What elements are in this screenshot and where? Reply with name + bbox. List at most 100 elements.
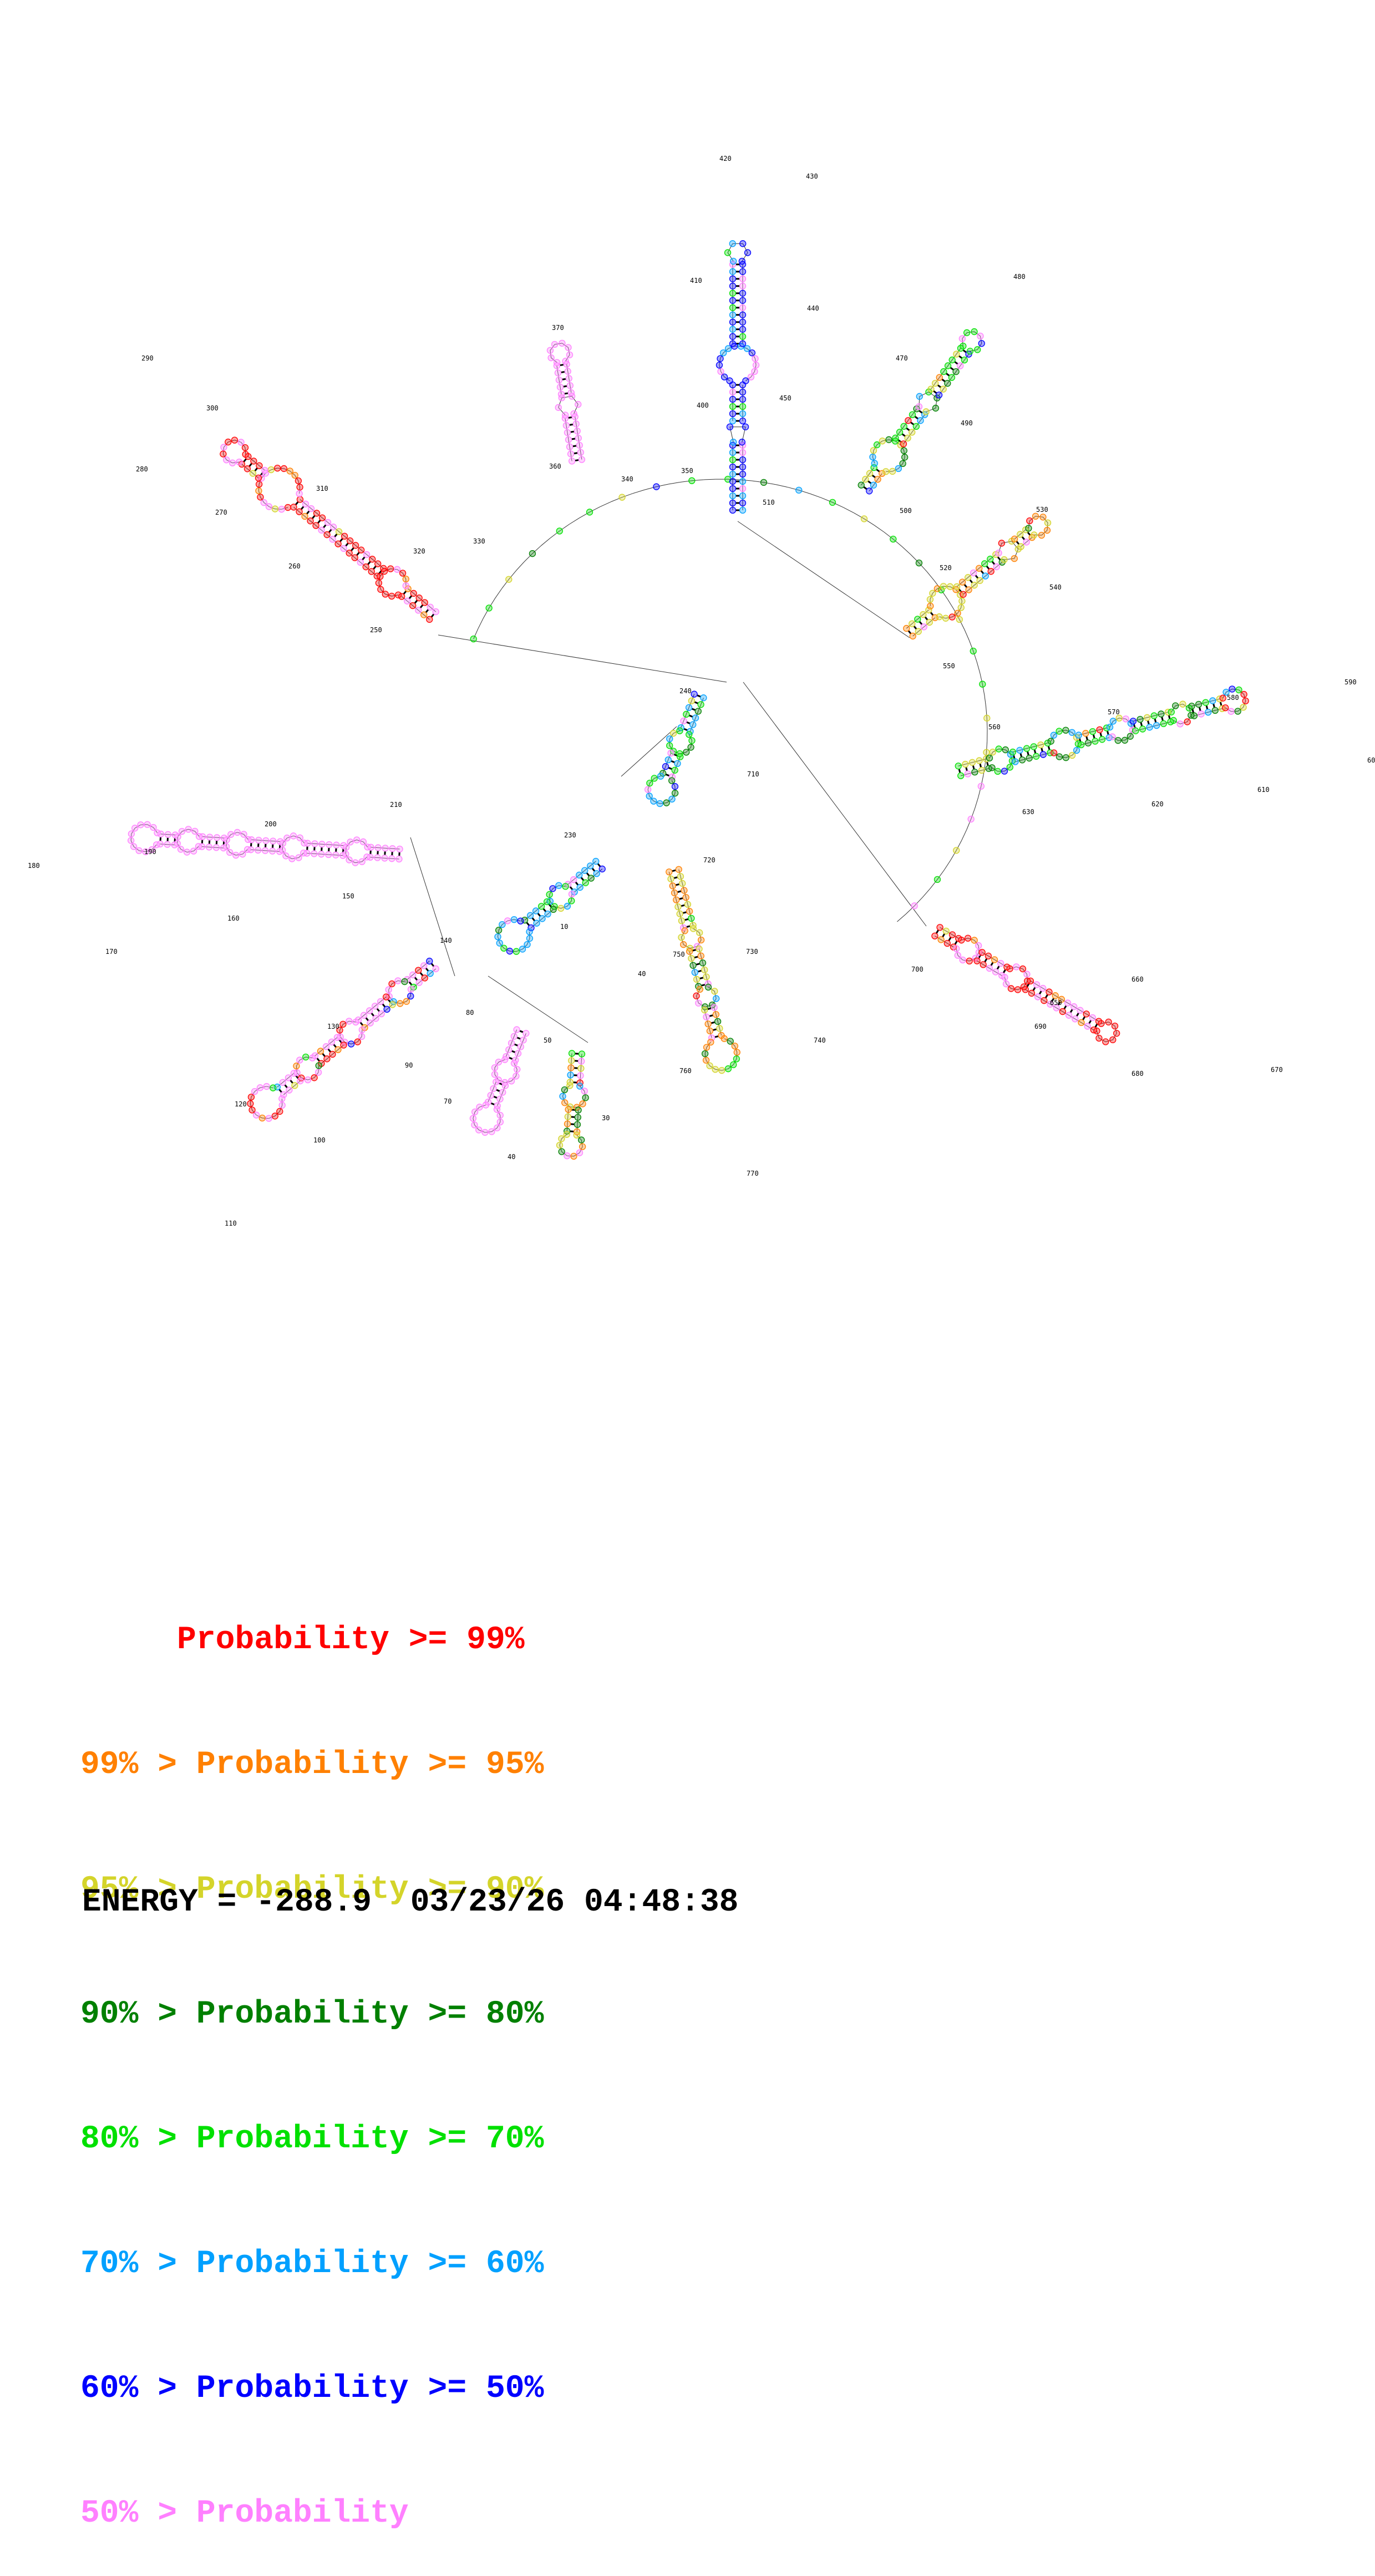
nucleotide [1144,714,1150,720]
nucleotide [354,837,360,843]
nucleotide [566,375,572,382]
nucleotide [619,494,625,500]
base-pair [980,764,981,768]
nucleotide [692,969,698,975]
nucleotide [348,1041,354,1047]
nucleotide [944,940,950,946]
nucleotide [740,297,746,303]
nucleotide [144,821,150,827]
base-pair [919,410,922,413]
nucleotide [422,975,428,981]
nucleotide [556,1142,562,1149]
nucleotide [941,369,947,375]
nucleotide [128,831,134,837]
nucleotide [688,956,694,962]
base-pair [701,984,705,985]
nucleotide-number-label: 40 [508,1153,515,1161]
nucleotide [296,855,302,861]
nucleotide [965,771,971,777]
nucleotide [496,927,502,933]
nucleotide [587,863,593,869]
nucleotide-number-label: 490 [961,419,973,427]
nucleotide [909,411,915,418]
nucleotide [396,856,402,862]
nucleotide-number-label: 260 [288,562,301,570]
nucleotide [368,568,374,575]
legend-row-50: 60% > Probability >= 50% [80,2368,544,2410]
nucleotide [374,855,380,861]
nucleotide [901,448,907,454]
nucleotide [496,940,503,946]
base-pair [285,1085,287,1088]
nucleotide [266,504,272,510]
nucleotide [581,1088,587,1094]
nucleotide-number-label: 710 [747,770,759,778]
base-pair [574,453,577,454]
nucleotide [672,790,678,796]
nucleotide [900,460,906,466]
nucleotide [970,648,976,654]
nucleotide [251,458,257,464]
nucleotide-number-label: 210 [390,801,402,809]
nucleotide-number-label: 230 [564,831,576,839]
base-pair [1046,994,1048,998]
nucleotide-number-label: 600 [1367,756,1375,764]
nucleotide [221,444,227,450]
nucleotide [915,616,921,622]
nucleotide [1056,728,1062,734]
nucleotide [1109,734,1115,740]
nucleotide [740,486,746,492]
nucleotide [564,430,570,436]
nucleotide [249,1107,255,1113]
base-pair [697,695,701,697]
base-pair [1214,704,1215,708]
nucleotide [171,842,177,848]
base-pair [520,1031,524,1033]
nucleotide [547,347,553,353]
nucleotide [740,319,746,325]
legend-suffix: >= 50% [428,2371,544,2407]
nucleotide [361,1012,367,1018]
nucleotide [382,855,388,861]
base-pair [915,416,918,419]
nucleotide [316,1069,322,1075]
nucleotide [949,614,955,620]
nucleotide [576,1150,582,1156]
nucleotide [1019,966,1026,972]
nucleotide [579,1137,585,1143]
nucleotide [257,1085,263,1091]
base-pair [950,368,953,370]
nucleotide [277,839,283,845]
nucleotide [953,369,959,375]
nucleotide [427,604,433,610]
nucleotide [1066,1012,1072,1018]
nucleotide [653,484,659,490]
nucleotide [892,435,899,441]
nucleotide [476,1104,483,1110]
nucleotide [730,1061,737,1068]
nucleotide [955,763,961,769]
nucleotide [866,488,872,494]
nucleotide [938,937,944,943]
nucleotide [730,341,736,347]
nucleotide [333,852,339,858]
nucleotide [740,457,746,463]
nucleotide [730,479,736,485]
base-pair [372,1013,374,1017]
nucleotide-number-label: 10 [560,923,568,931]
nucleotide [1127,733,1133,739]
nucleotide [730,411,736,417]
nucleotide [727,378,733,384]
base-pair [426,968,429,972]
nucleotide [564,1131,570,1137]
nucleotide-number-label: 350 [681,467,693,475]
nucleotide [297,496,303,502]
connector-line [438,635,727,682]
nucleotide [1012,536,1018,542]
nucleotide [1038,742,1044,748]
nucleotide [1002,747,1008,753]
nucleotide [1146,724,1153,730]
nucleotide [1075,732,1082,738]
multiloop-backbone [897,914,906,922]
base-pair [1028,532,1031,535]
